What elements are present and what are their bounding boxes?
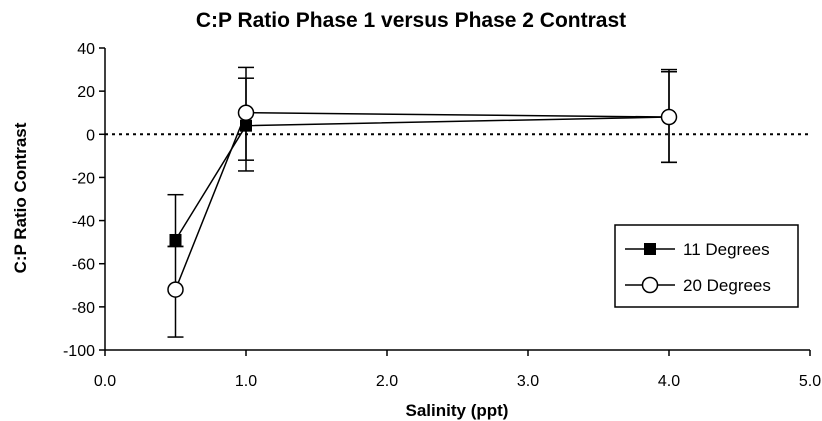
- x-axis-label: Salinity (ppt): [406, 401, 509, 420]
- series-line: [174, 116, 670, 241]
- legend: 11 Degrees 20 Degrees: [614, 224, 799, 308]
- x-tick-label: 3.0: [517, 373, 539, 390]
- legend-box: [614, 224, 799, 308]
- data-point: [169, 233, 182, 246]
- y-tick-label: -60: [72, 257, 95, 274]
- y-tick-label: -40: [72, 214, 95, 231]
- chart-title: C:P Ratio Phase 1 versus Phase 2 Contras…: [196, 9, 626, 32]
- legend-marker: [641, 276, 659, 294]
- x-tick-label: 5.0: [799, 373, 821, 390]
- x-tick-label: 2.0: [376, 373, 398, 390]
- x-tick-label: 4.0: [658, 373, 680, 390]
- legend-label: 11 Degrees: [683, 240, 770, 259]
- data-point: [660, 108, 678, 126]
- y-tick-label: -100: [63, 343, 95, 360]
- plot-area: -100 -80 -60 -40 -20 0 20 40 0.0 1.0 2.0 3.0 4.0 5.0: [63, 41, 821, 390]
- y-tick-label: 20: [77, 84, 95, 101]
- series-20-degrees: [167, 66, 678, 338]
- legend-label: 20 Degrees: [683, 276, 771, 295]
- data-point: [237, 104, 255, 121]
- y-tick-label: 40: [77, 41, 95, 58]
- x-tick-label: 1.0: [235, 373, 257, 390]
- legend-marker: [644, 243, 656, 255]
- y-tick-label: 0: [86, 127, 95, 144]
- legend-item: 20 Degrees: [625, 276, 771, 295]
- y-tick-label: -80: [72, 300, 95, 317]
- data-point: [167, 281, 184, 298]
- legend-item: 11 Degrees: [625, 240, 770, 259]
- y-axis-label: C:P Ratio Contrast: [11, 122, 30, 273]
- x-tick-label: 0.0: [94, 373, 116, 390]
- series-11-degrees: [167, 70, 677, 248]
- series-line: [174, 111, 670, 290]
- y-tick-label: -20: [72, 170, 95, 187]
